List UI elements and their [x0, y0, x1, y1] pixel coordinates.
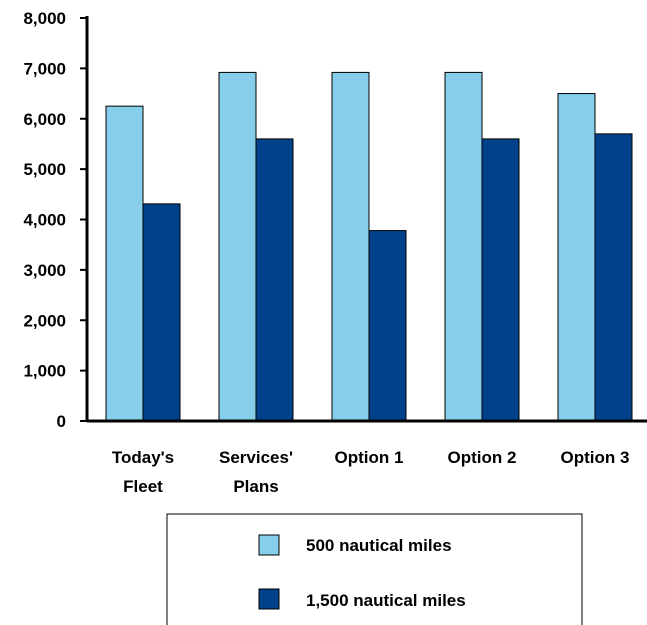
x-axis-labels: Today's Fleet Services' Plans Option 1 Option… [112, 448, 630, 496]
y-tick-label: 4,000 [23, 211, 66, 230]
legend-label-500: 500 nautical miles [306, 536, 452, 555]
bar-series-1-cat-0 [142, 203, 181, 422]
bar-series-1-cat-2 [368, 230, 407, 422]
legend: 500 nautical miles 1,500 nautical miles [166, 513, 583, 625]
bar-series-1-cat-3 [481, 138, 520, 422]
y-tick-label: 7,000 [23, 59, 66, 78]
y-tick-label: 0 [57, 412, 66, 431]
x-category-label: Option 2 [448, 448, 517, 467]
bar-series-0-cat-4 [557, 93, 596, 422]
y-tick-label: 2,000 [23, 311, 66, 330]
bar-series-0-cat-3 [444, 71, 483, 422]
y-tick-label: 3,000 [23, 261, 66, 280]
y-tick-label: 1,000 [23, 362, 66, 381]
legend-box [166, 513, 583, 625]
bar-series-0-cat-0 [105, 105, 144, 422]
legend-swatch-500 [258, 534, 280, 556]
y-tick-label: 5,000 [23, 160, 66, 179]
x-category-label: Fleet [123, 477, 163, 496]
x-category-label: Option 3 [561, 448, 630, 467]
legend-label-1500: 1,500 nautical miles [306, 591, 466, 610]
x-category-label: Services' [219, 448, 293, 467]
x-category-label: Plans [233, 477, 278, 496]
bars-group [105, 71, 633, 422]
y-tick-label: 6,000 [23, 110, 66, 129]
y-axis-ticks: 0 1,000 2,000 3,000 4,000 5,000 6,000 7,000 8,00… [23, 9, 87, 431]
legend-swatch-1500 [258, 588, 280, 610]
bar-series-0-cat-1 [218, 71, 257, 422]
bar-series-1-cat-4 [594, 133, 633, 422]
bar-series-0-cat-2 [331, 71, 370, 422]
bar-series-1-cat-1 [255, 138, 294, 422]
y-tick-label: 8,000 [23, 9, 66, 28]
x-category-label: Option 1 [335, 448, 404, 467]
x-category-label: Today's [112, 448, 174, 467]
